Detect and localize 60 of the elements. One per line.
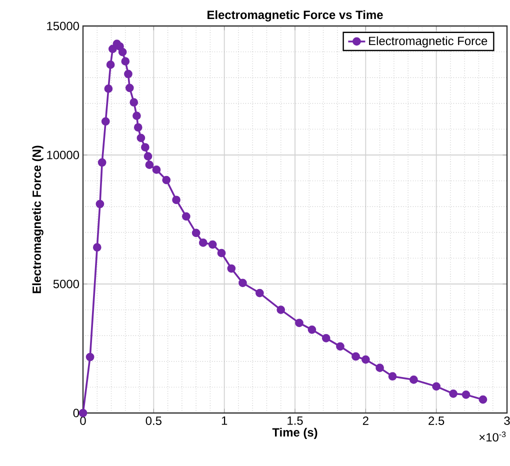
- point: [182, 212, 190, 221]
- point: [118, 48, 127, 56]
- point: [432, 382, 441, 391]
- y-tick-label: 5000: [53, 280, 80, 288]
- point: [227, 264, 236, 273]
- point: [478, 395, 488, 404]
- text: ×10$^{-3}$: [479, 432, 506, 442]
- x-tick-label: 1: [222, 416, 228, 425]
- point: [388, 372, 397, 381]
- point: [238, 278, 247, 288]
- point: [144, 152, 152, 160]
- point: [152, 166, 161, 174]
- point: [134, 123, 142, 132]
- point: [162, 176, 171, 184]
- point: [104, 84, 113, 93]
- point: [145, 160, 154, 169]
- point: [361, 355, 370, 364]
- point: [132, 112, 141, 120]
- point: [208, 240, 217, 249]
- point: [449, 389, 458, 398]
- point: [336, 342, 344, 351]
- point: [96, 200, 104, 208]
- point: [192, 228, 200, 238]
- x-tick-label: 3: [504, 416, 510, 425]
- point: [125, 84, 134, 92]
- point: [124, 70, 132, 78]
- point: [308, 325, 316, 334]
- y-tick-label: 10000: [47, 150, 80, 160]
- point: [276, 306, 286, 314]
- point: [352, 352, 360, 361]
- y-tick-label: 0: [73, 408, 80, 418]
- point: [116, 42, 124, 51]
- y-axis-title: Electromagnetic Force (N): [32, 146, 44, 294]
- point: [172, 196, 180, 204]
- y-tick-label: 15000: [47, 22, 80, 30]
- x-axis-title: Time (s): [272, 428, 318, 439]
- point: [92, 243, 102, 252]
- point: [322, 334, 330, 342]
- point: [141, 143, 150, 152]
- x-tick-label: 2.5: [428, 416, 444, 425]
- point: [462, 390, 470, 399]
- point: [98, 158, 106, 167]
- point: [376, 364, 384, 372]
- point: [136, 134, 146, 142]
- x-tick-label: 0.5: [146, 416, 162, 425]
- point: [255, 288, 264, 298]
- point: [108, 44, 117, 54]
- point: [121, 57, 130, 66]
- point: [106, 60, 115, 69]
- point: [410, 376, 418, 384]
- point: [130, 98, 138, 107]
- legend-label: Electromagnetic Force: [369, 36, 488, 48]
- chart-title: Electromagnetic Force vs Time: [208, 10, 383, 22]
- point: [86, 352, 94, 362]
- point: [198, 238, 208, 247]
- x-tick-label: 2: [362, 416, 368, 425]
- x-tick-label: 1.5: [288, 416, 303, 425]
- point: [101, 117, 110, 126]
- point: [295, 318, 304, 328]
- point: [217, 248, 226, 258]
